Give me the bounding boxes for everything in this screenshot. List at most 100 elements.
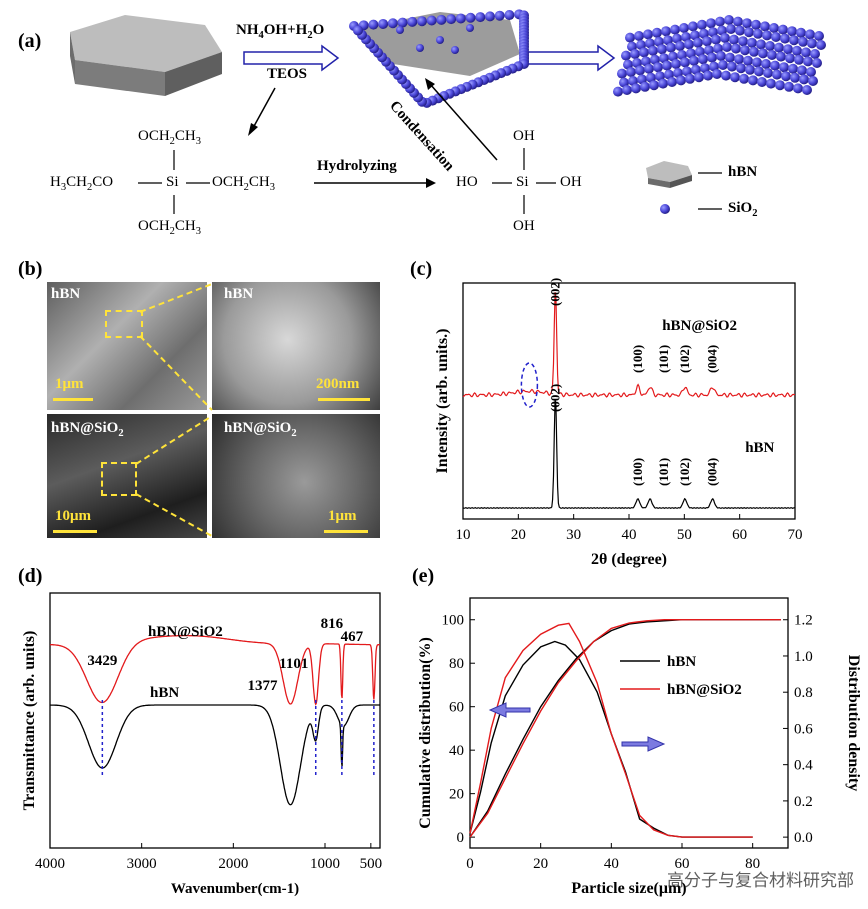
zoom-box [105,310,143,338]
peak-label: (100) [630,345,645,373]
series-label-coated: hBN@SiO2 [148,624,223,640]
silanol-bottom: OH [513,218,535,234]
sio2-sphere [770,60,780,71]
sio2-sphere [426,15,437,26]
sio2-sphere [626,67,636,77]
x-tick-label: 2000 [218,856,248,872]
sio2-sphere [789,35,799,46]
teos-bottom-group: OCH2CH3 [138,218,202,237]
sem-caption: hBN [51,286,81,302]
scale-bar [53,398,93,401]
sio2-sphere [716,51,726,61]
sio2-sphere [697,19,707,30]
sio2-sphere [762,30,772,41]
sem-image-hbn-high: hBN 200nm [212,282,380,410]
sio2-sphere [630,49,640,59]
sio2-sphere [792,45,802,56]
amorphous-marker [520,362,539,408]
x-tick-label: 40 [622,527,637,543]
sio2-sphere [712,69,722,79]
sio2-sphere [649,80,659,91]
sio2-sphere [368,19,379,30]
peak-label: (101) [656,458,671,486]
y2-axis-label: Distribution density [845,655,862,791]
sio2-sphere [807,38,817,49]
x-tick-label: 70 [788,527,803,543]
sio2-sphere [621,50,631,61]
sio2-sphere [676,75,686,86]
cumulative-coated [469,619,781,838]
sio2-sphere [801,47,811,58]
sio2-sphere [378,18,389,29]
sio2-sphere [739,73,749,84]
sio2-sphere [417,16,427,27]
sio2-sphere [772,69,782,80]
panel-b-label: (b) [18,258,43,280]
plot-frame [49,592,381,849]
teos-top-group: OCH2CH3 [138,128,202,147]
sio2-sphere [720,33,730,43]
sio2-sphere [743,55,753,66]
sio2-sphere [353,25,363,36]
sio2-sphere [803,56,813,67]
sio2-sphere [794,54,804,65]
sio2-sphere [617,68,627,79]
sio2-sphere [751,19,761,30]
cumulative-hbn [469,619,781,838]
x-tick-label: 4000 [35,856,65,872]
peak-label: (004) [705,458,720,486]
teos-left-group: H3CH2CO [50,174,114,193]
process-arrow-icon [243,44,340,72]
sio2-sphere [783,44,793,55]
x-axis-label: Wavenumber(cm-1) [171,881,299,897]
sio2-sphere [436,36,444,44]
x-axis-label: 2θ (degree) [591,551,667,568]
teos-si: Si [166,174,179,190]
sio2-sphere [693,37,703,48]
sem-caption: hBN@SiO2 [224,420,297,439]
x-tick-label: 30 [566,527,581,543]
sio2-sphere [666,42,676,53]
hbn-plate-icon [70,15,222,96]
sio2-sphere [703,70,713,81]
sio2-sphere [671,59,681,69]
sio2-sphere [806,67,816,77]
sio2-shell-icon [613,15,826,97]
y-tick-label: 0 [457,830,465,846]
arrow-down-icon [248,87,276,136]
sio2-sphere [740,45,750,56]
y-tick-label: 60 [449,700,464,716]
sio2-sphere [715,16,725,27]
sio2-sphere [814,31,824,41]
y-axis-label: Intensity (arb. units.) [434,329,451,474]
sem-image-coated-high: hBN@SiO2 1μm [212,414,380,538]
sem-zoom-lines [135,283,213,537]
legend-sio2-label: SiO2 [728,200,758,219]
x-tick-label: 0 [466,856,474,872]
sio2-sphere [733,16,743,27]
sio2-sphere [767,50,777,60]
sio2-sphere [416,44,424,52]
scale-bar-label: 1μm [55,376,84,392]
sio2-sphere [407,16,418,27]
y2-tick-label: 0.8 [794,685,813,701]
sio2-sphere [775,80,785,91]
process-arrow-icon-2 [527,44,616,72]
x-tick-label: 10 [456,527,471,543]
sio2-sphere [685,73,695,84]
left-axis-arrow-icon [488,702,531,718]
scale-bar [53,530,97,533]
sem-image-hbn-low: hBN 1μm [47,282,207,410]
scale-bar-label: 1μm [328,508,357,524]
sio2-sphere [781,71,791,82]
sio2-sphere [785,53,795,64]
sio2-sphere [694,72,704,83]
silanol-si: Si [516,174,529,190]
sio2-sphere [639,47,649,58]
sio2-sphere [465,12,476,23]
sio2-sphere [396,26,404,34]
series-label-coated: hBN@SiO2 [662,318,737,334]
